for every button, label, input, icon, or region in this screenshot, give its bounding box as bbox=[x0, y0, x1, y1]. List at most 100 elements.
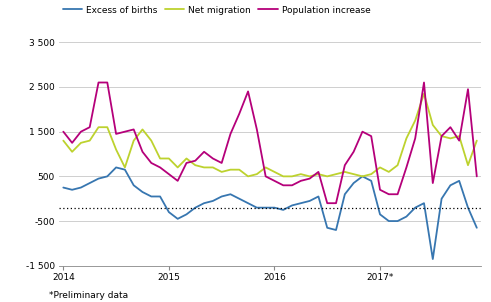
Net migration bbox=[60, 139, 66, 143]
Population increase bbox=[131, 128, 136, 131]
Excess of births bbox=[69, 188, 75, 191]
Population increase bbox=[184, 161, 190, 165]
Excess of births bbox=[60, 186, 66, 189]
Population increase bbox=[386, 192, 392, 196]
Net migration bbox=[298, 172, 304, 176]
Excess of births bbox=[166, 210, 172, 214]
Net migration bbox=[395, 163, 401, 167]
Population increase bbox=[245, 90, 251, 93]
Net migration bbox=[192, 163, 198, 167]
Population increase bbox=[148, 161, 154, 165]
Population increase bbox=[333, 201, 339, 205]
Net migration bbox=[69, 150, 75, 154]
Net migration bbox=[474, 139, 480, 143]
Population increase bbox=[210, 157, 216, 160]
Net migration bbox=[289, 175, 295, 178]
Net migration bbox=[210, 165, 216, 169]
Population increase bbox=[316, 170, 322, 174]
Net migration bbox=[307, 175, 313, 178]
Excess of births bbox=[474, 226, 480, 230]
Population increase bbox=[465, 87, 471, 91]
Population increase bbox=[368, 134, 374, 138]
Excess of births bbox=[254, 206, 260, 210]
Excess of births bbox=[324, 226, 330, 230]
Net migration bbox=[447, 137, 453, 140]
Excess of births bbox=[96, 177, 102, 180]
Population increase bbox=[192, 159, 198, 162]
Excess of births bbox=[175, 217, 181, 221]
Net migration bbox=[263, 165, 269, 169]
Excess of births bbox=[201, 201, 207, 205]
Population increase bbox=[263, 175, 269, 178]
Excess of births bbox=[368, 179, 374, 183]
Net migration bbox=[87, 139, 93, 143]
Population increase bbox=[280, 184, 286, 187]
Net migration bbox=[236, 168, 242, 172]
Population increase bbox=[324, 201, 330, 205]
Net migration bbox=[78, 141, 84, 145]
Net migration bbox=[368, 172, 374, 176]
Population increase bbox=[87, 125, 93, 129]
Population increase bbox=[359, 130, 365, 133]
Line: Population increase: Population increase bbox=[63, 82, 477, 203]
Net migration bbox=[421, 92, 427, 95]
Population increase bbox=[157, 165, 163, 169]
Net migration bbox=[175, 165, 181, 169]
Population increase bbox=[404, 165, 409, 169]
Population increase bbox=[139, 150, 145, 154]
Excess of births bbox=[184, 213, 190, 216]
Population increase bbox=[175, 179, 181, 183]
Excess of births bbox=[280, 208, 286, 212]
Population increase bbox=[218, 161, 224, 165]
Excess of births bbox=[236, 197, 242, 201]
Net migration bbox=[148, 139, 154, 143]
Net migration bbox=[351, 172, 356, 176]
Text: *Preliminary data: *Preliminary data bbox=[49, 291, 128, 300]
Excess of births bbox=[113, 165, 119, 169]
Net migration bbox=[333, 172, 339, 176]
Excess of births bbox=[298, 201, 304, 205]
Population increase bbox=[254, 128, 260, 131]
Population increase bbox=[447, 125, 453, 129]
Population increase bbox=[201, 150, 207, 154]
Excess of births bbox=[386, 219, 392, 223]
Net migration bbox=[105, 125, 110, 129]
Population increase bbox=[96, 81, 102, 84]
Net migration bbox=[438, 134, 444, 138]
Net migration bbox=[166, 157, 172, 160]
Population increase bbox=[307, 177, 313, 180]
Population increase bbox=[421, 81, 427, 84]
Net migration bbox=[201, 165, 207, 169]
Excess of births bbox=[218, 195, 224, 198]
Population increase bbox=[227, 132, 233, 136]
Net migration bbox=[456, 134, 462, 138]
Population increase bbox=[298, 179, 304, 183]
Population increase bbox=[377, 188, 383, 191]
Population increase bbox=[342, 163, 348, 167]
Excess of births bbox=[131, 184, 136, 187]
Line: Excess of births: Excess of births bbox=[63, 167, 477, 259]
Net migration bbox=[465, 163, 471, 167]
Net migration bbox=[218, 170, 224, 174]
Net migration bbox=[113, 148, 119, 151]
Net migration bbox=[272, 170, 277, 174]
Net migration bbox=[157, 157, 163, 160]
Excess of births bbox=[139, 190, 145, 194]
Excess of births bbox=[430, 257, 436, 261]
Excess of births bbox=[377, 213, 383, 216]
Excess of births bbox=[272, 206, 277, 210]
Population increase bbox=[430, 181, 436, 185]
Excess of births bbox=[333, 228, 339, 232]
Net migration bbox=[324, 175, 330, 178]
Population increase bbox=[395, 192, 401, 196]
Excess of births bbox=[105, 175, 110, 178]
Excess of births bbox=[412, 206, 418, 210]
Excess of births bbox=[342, 192, 348, 196]
Excess of births bbox=[438, 197, 444, 201]
Legend: Excess of births, Net migration, Population increase: Excess of births, Net migration, Populat… bbox=[59, 2, 374, 18]
Net migration bbox=[254, 172, 260, 176]
Population increase bbox=[351, 150, 356, 154]
Excess of births bbox=[289, 204, 295, 207]
Population increase bbox=[69, 141, 75, 145]
Excess of births bbox=[157, 195, 163, 198]
